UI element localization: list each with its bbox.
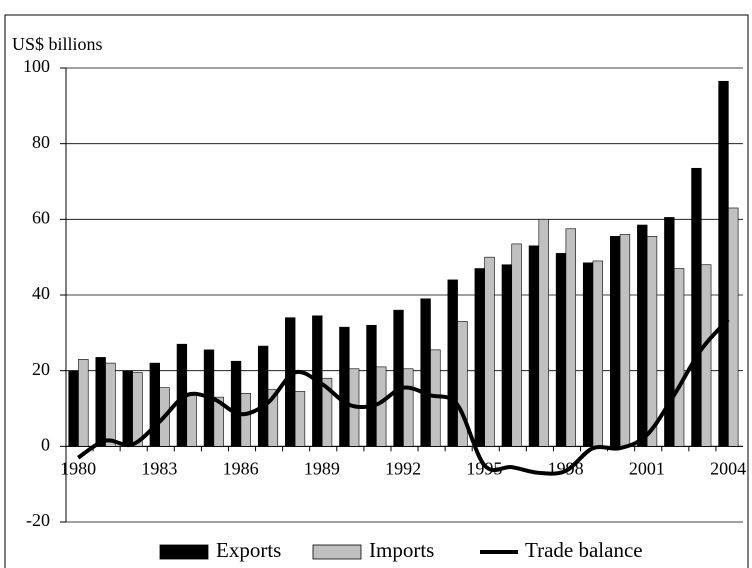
bar [186, 394, 197, 447]
bar [294, 391, 306, 447]
bar [78, 359, 89, 447]
bar [646, 236, 658, 447]
bar [691, 167, 702, 447]
y-tick-label: 60 [32, 207, 50, 227]
bar [582, 262, 594, 447]
bar [637, 224, 648, 447]
frame [4, 14, 749, 568]
bar [619, 234, 631, 447]
bar [457, 321, 468, 447]
bar [501, 264, 513, 447]
bar [447, 279, 458, 447]
y-tick-label: 40 [32, 283, 50, 303]
y-tick-label: 100 [23, 56, 50, 76]
legend-swatch [159, 544, 209, 560]
bar [105, 362, 116, 447]
bar [68, 370, 79, 447]
bar [240, 393, 251, 447]
bar [213, 396, 224, 447]
bar [403, 368, 414, 447]
y-axis-label: US$ billions [12, 34, 103, 54]
bar [230, 360, 242, 447]
bar [474, 268, 485, 447]
bar [511, 243, 522, 447]
bar [321, 377, 333, 447]
bar [267, 389, 279, 447]
bar [718, 80, 729, 447]
bar [376, 366, 387, 447]
x-tick-label: 1980 [60, 458, 96, 478]
bar [700, 264, 712, 447]
x-tick-label: 1992 [385, 458, 421, 478]
bar [257, 345, 269, 447]
trade-balance-line [77, 318, 730, 476]
bar [393, 309, 404, 447]
legend-label: Exports [216, 538, 281, 562]
bar [538, 219, 549, 447]
x-tick-label: 1989 [304, 458, 340, 478]
x-tick-label: 2001 [629, 458, 665, 478]
y-tick-label: -20 [26, 510, 50, 530]
bar [339, 326, 350, 447]
y-tick-label: 0 [41, 434, 50, 454]
bar [420, 298, 431, 447]
bar [366, 324, 377, 447]
bar [673, 268, 685, 447]
bar [484, 256, 495, 447]
y-tick-label: 80 [32, 132, 50, 152]
bar [610, 236, 621, 447]
bar [565, 228, 576, 447]
x-tick-label: 1995 [466, 458, 502, 478]
bar [149, 362, 160, 447]
bar [132, 372, 143, 447]
bar [95, 357, 106, 447]
x-tick-label: 2004 [710, 458, 746, 478]
y-tick-label: 20 [32, 359, 50, 379]
bar [555, 253, 567, 447]
legend-label: Imports [369, 538, 434, 562]
bar [122, 370, 133, 447]
legend-swatch [312, 544, 362, 560]
x-tick-label: 1983 [141, 458, 177, 478]
bar [728, 207, 739, 447]
bar [528, 245, 540, 447]
legend-label: Trade balance [525, 538, 643, 562]
x-tick-label: 1986 [223, 458, 259, 478]
bar [592, 260, 604, 447]
